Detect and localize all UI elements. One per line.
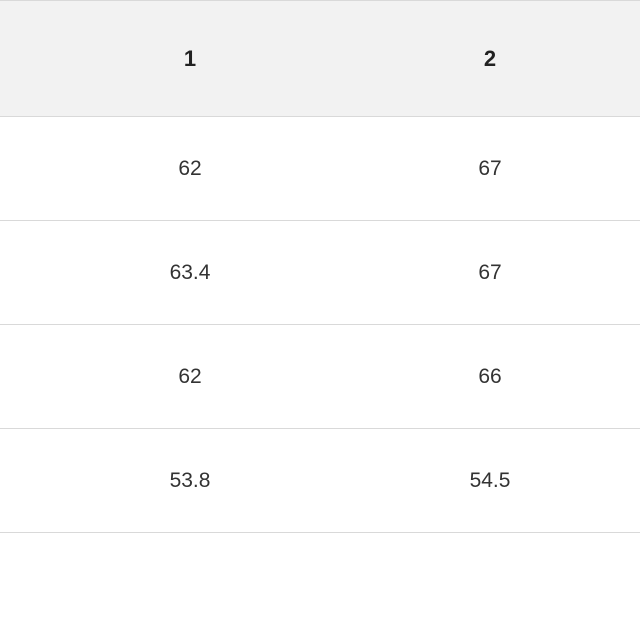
cell-r2-c1: 66 bbox=[340, 325, 640, 429]
row-gutter bbox=[0, 117, 40, 221]
table-row: 53.8 54.5 bbox=[0, 429, 640, 533]
column-header-1: 1 bbox=[40, 1, 340, 117]
cell-r1-c0: 63.4 bbox=[40, 221, 340, 325]
cell-r3-c1: 54.5 bbox=[340, 429, 640, 533]
table-row: 62 67 bbox=[0, 117, 640, 221]
table-row: 63.4 67 bbox=[0, 221, 640, 325]
cell-r1-c1: 67 bbox=[340, 221, 640, 325]
header-gutter bbox=[0, 1, 40, 117]
row-gutter bbox=[0, 429, 40, 533]
table-header-row: 1 2 bbox=[0, 1, 640, 117]
cell-r3-c0: 53.8 bbox=[40, 429, 340, 533]
data-table: 1 2 62 67 63.4 67 62 66 53.8 54.5 bbox=[0, 0, 640, 533]
row-gutter bbox=[0, 325, 40, 429]
cell-r0-c1: 67 bbox=[340, 117, 640, 221]
row-gutter bbox=[0, 221, 40, 325]
cell-r2-c0: 62 bbox=[40, 325, 340, 429]
table-row: 62 66 bbox=[0, 325, 640, 429]
column-header-2: 2 bbox=[340, 1, 640, 117]
cell-r0-c0: 62 bbox=[40, 117, 340, 221]
